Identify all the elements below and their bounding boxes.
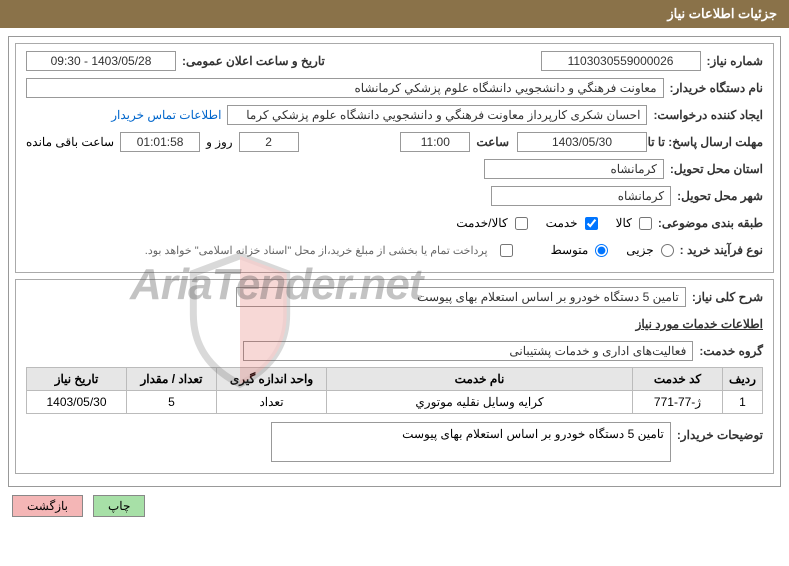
cat-both-checkbox[interactable] [515,217,528,230]
cat-goods-checkbox[interactable] [639,217,652,230]
summary-label: شرح کلی نیاز: [692,290,763,304]
td-date: 1403/05/30 [27,391,127,414]
payment-checkbox[interactable] [500,244,513,257]
page-header: جزئیات اطلاعات نیاز [0,0,789,28]
announce-value: 1403/05/28 - 09:30 [26,51,176,71]
group-label: گروه خدمت: [699,344,763,358]
cat-service-group: خدمت [546,216,598,230]
print-button[interactable]: چاپ [93,495,145,517]
deadline-label: مهلت ارسال پاسخ: تا تاریخ: [653,135,763,149]
summary-value: تامین 5 دستگاه خودرو بر اساس استعلام بها… [236,287,686,307]
table-header-row: ردیف کد خدمت نام خدمت واحد اندازه گیری ت… [27,368,763,391]
page-title: جزئیات اطلاعات نیاز [667,6,777,21]
th-unit: واحد اندازه گیری [217,368,327,391]
th-row: ردیف [723,368,763,391]
buyer-notes-value: تامین 5 دستگاه خودرو بر اساس استعلام بها… [271,422,671,462]
buyer-org-value: معاونت فرهنگي و دانشجويي دانشگاه علوم پز… [26,78,664,98]
deadline-date: 1403/05/30 [517,132,647,152]
info-section: شماره نیاز: 1103030559000026 تاریخ و ساع… [15,43,774,273]
cat-goods-label: کالا [616,216,632,230]
cat-both-group: کالا/خدمت [456,216,527,230]
category-label: طبقه بندی موضوعی: [658,216,763,230]
requester-value: احسان شکری كارپرداز معاونت فرهنگي و دانش… [227,105,647,125]
proc-minor-radio[interactable] [661,244,674,257]
buyer-org-label: نام دستگاه خریدار: [670,81,764,95]
city-value: کرمانشاه [491,186,671,206]
days-and-label: روز و [206,135,233,149]
th-qty: تعداد / مقدار [127,368,217,391]
proc-medium-label: متوسط [551,243,589,257]
time-label: ساعت [476,135,509,149]
td-code: ژ-77-771 [633,391,723,414]
cat-service-checkbox[interactable] [585,217,598,230]
cat-goods-group: کالا [616,216,652,230]
deadline-time: 11:00 [400,132,470,152]
group-value: فعالیت‌های اداری و خدمات پشتیبانی [243,341,693,361]
td-name: كرايه وسايل نقليه موتوري [327,391,633,414]
main-panel: شماره نیاز: 1103030559000026 تاریخ و ساع… [8,36,781,487]
announce-label: تاریخ و ساعت اعلان عمومی: [182,54,325,68]
back-button[interactable]: بازگشت [12,495,83,517]
th-name: نام خدمت [327,368,633,391]
days-count: 2 [239,132,299,152]
proc-minor-label: جزیی [626,243,653,257]
remaining-time: 01:01:58 [120,132,200,152]
proc-medium-radio[interactable] [595,244,608,257]
td-row: 1 [723,391,763,414]
th-code: کد خدمت [633,368,723,391]
td-unit: تعداد [217,391,327,414]
proc-minor-group: جزیی [626,243,673,257]
th-date: تاريخ نياز [27,368,127,391]
table-row: 1 ژ-77-771 كرايه وسايل نقليه موتوري تعدا… [27,391,763,414]
td-qty: 5 [127,391,217,414]
remaining-label: ساعت باقی مانده [26,135,114,149]
buyer-notes-label: توضیحات خریدار: [677,428,763,442]
payment-note: پرداخت تمام یا بخشی از مبلغ خرید،از محل … [145,244,488,257]
process-label: نوع فرآیند خرید : [680,243,763,257]
services-header: اطلاعات خدمات مورد نیاز [636,317,763,331]
cat-both-label: کالا/خدمت [456,216,507,230]
province-value: کرمانشاه [484,159,664,179]
need-number-value: 1103030559000026 [541,51,701,71]
cat-service-label: خدمت [546,216,578,230]
province-label: استان محل تحویل: [670,162,763,176]
details-section: شرح کلی نیاز: تامین 5 دستگاه خودرو بر اس… [15,279,774,474]
contact-link[interactable]: اطلاعات تماس خریدار [111,108,221,122]
need-number-label: شماره نیاز: [707,54,763,68]
proc-medium-group: متوسط [551,243,609,257]
services-table: ردیف کد خدمت نام خدمت واحد اندازه گیری ت… [26,367,763,414]
city-label: شهر محل تحویل: [677,189,763,203]
requester-label: ایجاد کننده درخواست: [653,108,763,122]
action-buttons: چاپ بازگشت [12,495,777,517]
